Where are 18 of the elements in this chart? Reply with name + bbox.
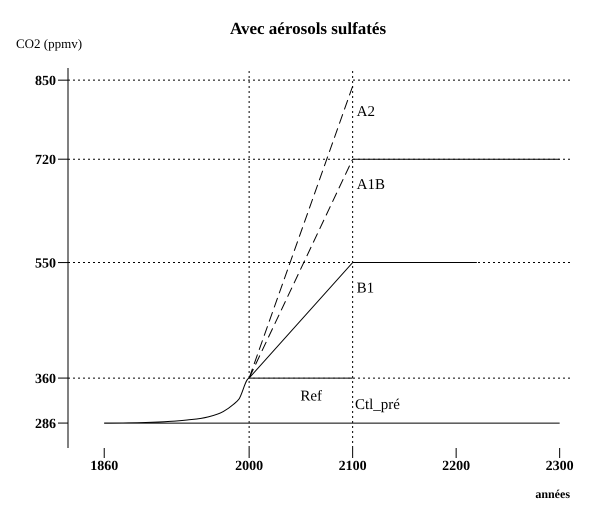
x-tick-label: 2300 bbox=[546, 458, 574, 474]
y-tick-label: 720 bbox=[35, 153, 56, 168]
y-tick-label: 850 bbox=[35, 74, 56, 90]
y-tick-label: 550 bbox=[35, 256, 56, 272]
x-axis-title: années bbox=[535, 487, 570, 501]
series-label: Ctl_pré bbox=[354, 397, 400, 414]
y-tick-label: 286 bbox=[35, 417, 56, 432]
x-tick-label: 2200 bbox=[442, 458, 470, 474]
series-label: A2 bbox=[356, 104, 375, 120]
x-tick-label: 2100 bbox=[338, 458, 367, 474]
chart-title: Avec aérosols sulfatés bbox=[230, 19, 386, 38]
series-label: B1 bbox=[356, 280, 374, 297]
series-label: A1B bbox=[356, 177, 385, 194]
series-label: Ref bbox=[300, 388, 322, 405]
y-tick-label: 360 bbox=[35, 372, 56, 388]
x-tick-label: 2000 bbox=[235, 458, 264, 474]
x-tick-label: 1860 bbox=[90, 458, 118, 474]
y-axis-title: CO2 (ppmv) bbox=[16, 36, 82, 51]
